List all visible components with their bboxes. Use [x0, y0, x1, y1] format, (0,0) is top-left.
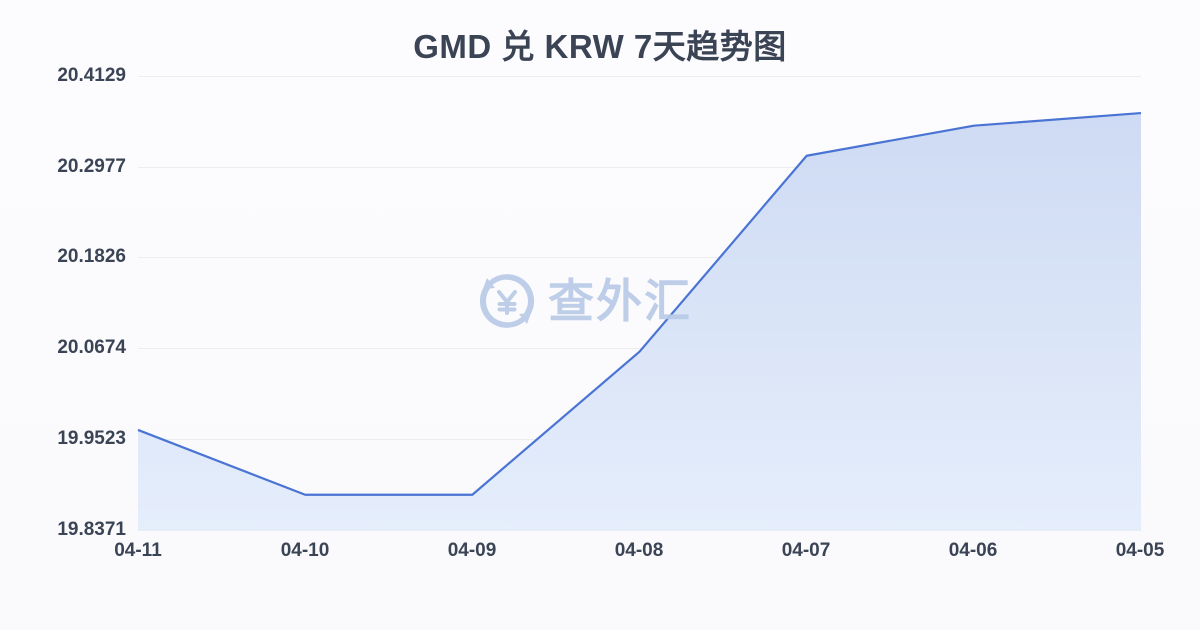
y-tick-label: 20.0674	[57, 337, 126, 358]
x-tick-label: 04-05	[1115, 540, 1165, 561]
area-fill	[138, 113, 1141, 531]
page-title: GMD 兑 KRW 7天趋势图	[413, 28, 787, 65]
x-tick-label: 04-10	[280, 540, 330, 561]
y-tick-label: 20.1826	[57, 246, 126, 267]
gridline	[138, 76, 1141, 77]
series-plot	[137, 111, 1142, 531]
y-tick-label: 20.2977	[57, 156, 126, 177]
x-tick-label: 04-11	[114, 540, 162, 561]
x-tick-label: 04-09	[447, 540, 497, 561]
y-tick-label: 19.8371	[57, 519, 126, 540]
x-tick-label: 04-08	[614, 540, 664, 561]
gridline	[138, 257, 1141, 258]
yen-refresh-icon	[479, 274, 535, 328]
watermark: 查外汇	[478, 272, 692, 330]
y-tick-label: 19.9523	[57, 428, 126, 449]
watermark-text: 查外汇	[548, 275, 692, 327]
y-tick-label: 20.4129	[57, 65, 126, 86]
gridline	[138, 167, 1141, 168]
x-tick-label: 04-06	[948, 540, 998, 561]
gridline	[138, 348, 1141, 349]
series-line	[137, 111, 1142, 496]
x-tick-label: 04-07	[781, 540, 831, 561]
